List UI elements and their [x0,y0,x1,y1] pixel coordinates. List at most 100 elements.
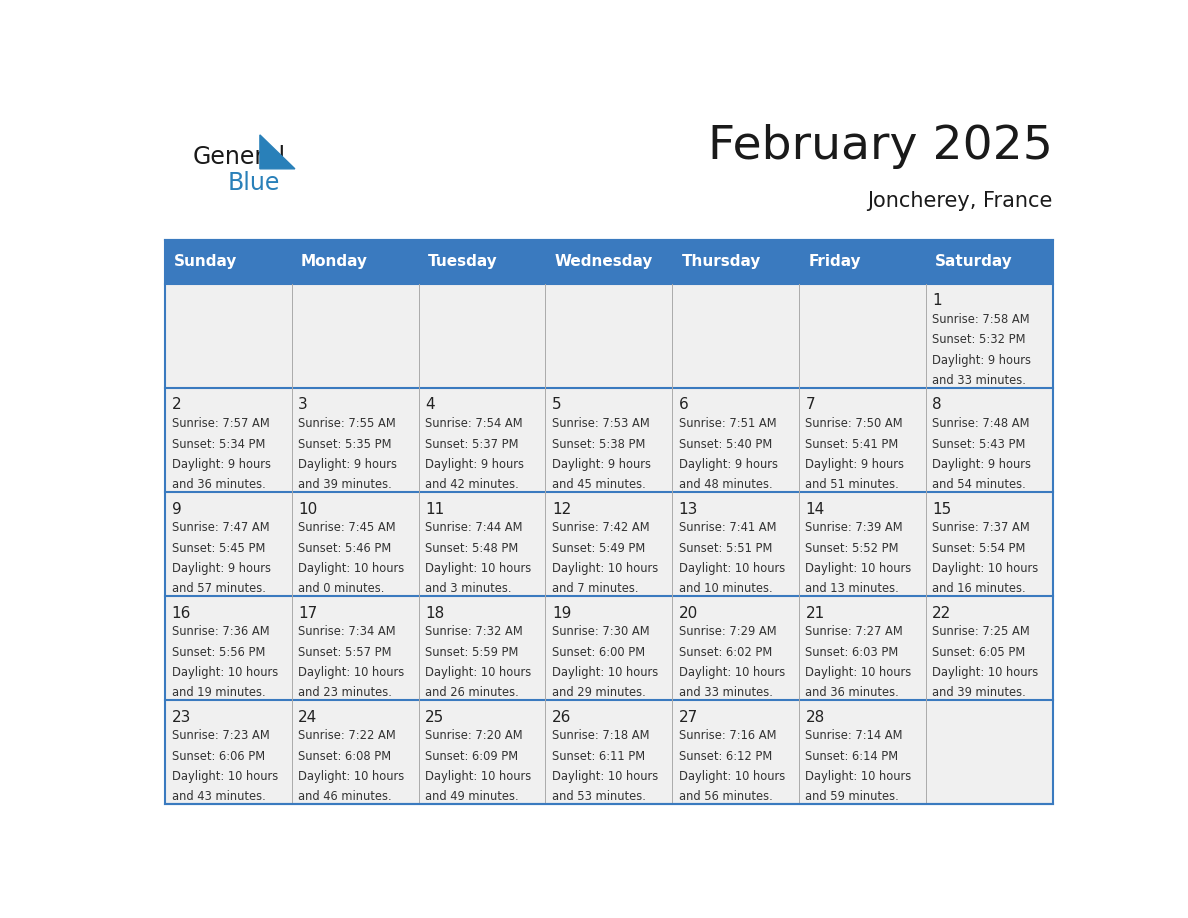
Bar [165,388,292,492]
Text: Sunset: 5:43 PM: Sunset: 5:43 PM [933,438,1025,451]
Text: and 23 minutes.: and 23 minutes. [298,686,392,700]
Bar [545,284,672,388]
Text: Daylight: 10 hours: Daylight: 10 hours [298,562,405,575]
Text: 16: 16 [171,606,191,621]
Text: Sunset: 6:05 PM: Sunset: 6:05 PM [933,645,1025,658]
Text: Sunrise: 7:34 AM: Sunrise: 7:34 AM [298,625,396,638]
Bar [672,700,800,804]
Text: Sunset: 5:56 PM: Sunset: 5:56 PM [171,645,265,658]
Text: Saturday: Saturday [935,254,1013,269]
Text: 21: 21 [805,606,824,621]
Text: Blue: Blue [228,171,280,195]
Text: Sunset: 6:00 PM: Sunset: 6:00 PM [552,645,645,658]
Text: Sunrise: 7:29 AM: Sunrise: 7:29 AM [678,625,776,638]
Text: 1: 1 [933,294,942,308]
Text: Sunset: 5:57 PM: Sunset: 5:57 PM [298,645,392,658]
Text: Sunrise: 7:57 AM: Sunrise: 7:57 AM [171,418,270,431]
Text: Sunset: 6:09 PM: Sunset: 6:09 PM [425,750,518,763]
Text: and 57 minutes.: and 57 minutes. [171,582,265,595]
Text: Daylight: 9 hours: Daylight: 9 hours [171,458,271,471]
Bar [292,596,418,700]
Bar [545,492,672,596]
Text: Sunset: 5:34 PM: Sunset: 5:34 PM [171,438,265,451]
Bar [672,388,800,492]
Text: and 7 minutes.: and 7 minutes. [552,582,638,595]
Text: General: General [192,145,286,169]
Text: Sunrise: 7:36 AM: Sunrise: 7:36 AM [171,625,270,638]
Text: and 26 minutes.: and 26 minutes. [425,686,519,700]
Text: Daylight: 9 hours: Daylight: 9 hours [298,458,397,471]
Text: Sunrise: 7:37 AM: Sunrise: 7:37 AM [933,521,1030,534]
Text: Sunrise: 7:48 AM: Sunrise: 7:48 AM [933,418,1030,431]
Bar [800,492,925,596]
Text: Sunset: 6:08 PM: Sunset: 6:08 PM [298,750,391,763]
Text: Sunset: 6:02 PM: Sunset: 6:02 PM [678,645,772,658]
Text: Sunset: 5:52 PM: Sunset: 5:52 PM [805,542,899,554]
Text: Sunset: 6:14 PM: Sunset: 6:14 PM [805,750,898,763]
Text: Daylight: 10 hours: Daylight: 10 hours [171,770,278,783]
Text: Daylight: 10 hours: Daylight: 10 hours [425,770,531,783]
Text: Sunrise: 7:45 AM: Sunrise: 7:45 AM [298,521,396,534]
Text: and 33 minutes.: and 33 minutes. [678,686,772,700]
Text: 5: 5 [552,397,562,412]
Text: and 19 minutes.: and 19 minutes. [171,686,265,700]
Text: 17: 17 [298,606,317,621]
Text: and 43 minutes.: and 43 minutes. [171,790,265,803]
Text: Sunrise: 7:32 AM: Sunrise: 7:32 AM [425,625,523,638]
Text: Daylight: 10 hours: Daylight: 10 hours [678,666,785,679]
Text: Sunrise: 7:14 AM: Sunrise: 7:14 AM [805,730,903,743]
Text: and 39 minutes.: and 39 minutes. [298,478,392,491]
Text: Sunset: 6:11 PM: Sunset: 6:11 PM [552,750,645,763]
Text: Sunrise: 7:54 AM: Sunrise: 7:54 AM [425,418,523,431]
Text: Sunrise: 7:42 AM: Sunrise: 7:42 AM [552,521,650,534]
Text: and 49 minutes.: and 49 minutes. [425,790,519,803]
Text: February 2025: February 2025 [708,124,1053,169]
Bar [418,284,545,388]
Text: 7: 7 [805,397,815,412]
Text: Tuesday: Tuesday [428,254,498,269]
Bar [165,284,292,388]
Text: Sunrise: 7:30 AM: Sunrise: 7:30 AM [552,625,650,638]
Text: Sunrise: 7:47 AM: Sunrise: 7:47 AM [171,521,270,534]
Text: Daylight: 9 hours: Daylight: 9 hours [425,458,524,471]
Text: 18: 18 [425,606,444,621]
Text: Daylight: 10 hours: Daylight: 10 hours [425,666,531,679]
Bar [925,388,1053,492]
Text: Daylight: 10 hours: Daylight: 10 hours [678,770,785,783]
Text: Daylight: 10 hours: Daylight: 10 hours [805,562,911,575]
Bar [800,388,925,492]
Text: Sunset: 5:45 PM: Sunset: 5:45 PM [171,542,265,554]
Text: Sunrise: 7:41 AM: Sunrise: 7:41 AM [678,521,776,534]
Bar [165,240,1053,804]
Text: 26: 26 [552,710,571,724]
Text: and 59 minutes.: and 59 minutes. [805,790,899,803]
Text: and 48 minutes.: and 48 minutes. [678,478,772,491]
Text: Daylight: 9 hours: Daylight: 9 hours [678,458,778,471]
Text: Daylight: 10 hours: Daylight: 10 hours [171,666,278,679]
Text: Sunrise: 7:50 AM: Sunrise: 7:50 AM [805,418,903,431]
Text: and 54 minutes.: and 54 minutes. [933,478,1026,491]
Text: Sunrise: 7:58 AM: Sunrise: 7:58 AM [933,313,1030,326]
Polygon shape [260,135,295,169]
Text: 3: 3 [298,397,308,412]
Text: 24: 24 [298,710,317,724]
Text: 19: 19 [552,606,571,621]
Text: Daylight: 10 hours: Daylight: 10 hours [552,770,658,783]
Text: Sunset: 5:59 PM: Sunset: 5:59 PM [425,645,518,658]
Text: Sunrise: 7:55 AM: Sunrise: 7:55 AM [298,418,396,431]
Text: Joncherey, France: Joncherey, France [867,191,1053,211]
Text: and 46 minutes.: and 46 minutes. [298,790,392,803]
Text: Sunset: 5:35 PM: Sunset: 5:35 PM [298,438,392,451]
Text: Sunrise: 7:44 AM: Sunrise: 7:44 AM [425,521,523,534]
Text: and 3 minutes.: and 3 minutes. [425,582,512,595]
Bar [925,596,1053,700]
Text: Sunset: 5:51 PM: Sunset: 5:51 PM [678,542,772,554]
Text: Sunrise: 7:16 AM: Sunrise: 7:16 AM [678,730,776,743]
Bar [672,596,800,700]
Text: Sunrise: 7:23 AM: Sunrise: 7:23 AM [171,730,270,743]
Text: 25: 25 [425,710,444,724]
Text: Sunset: 5:49 PM: Sunset: 5:49 PM [552,542,645,554]
Text: Sunset: 5:48 PM: Sunset: 5:48 PM [425,542,518,554]
Bar [800,284,925,388]
Bar [800,700,925,804]
